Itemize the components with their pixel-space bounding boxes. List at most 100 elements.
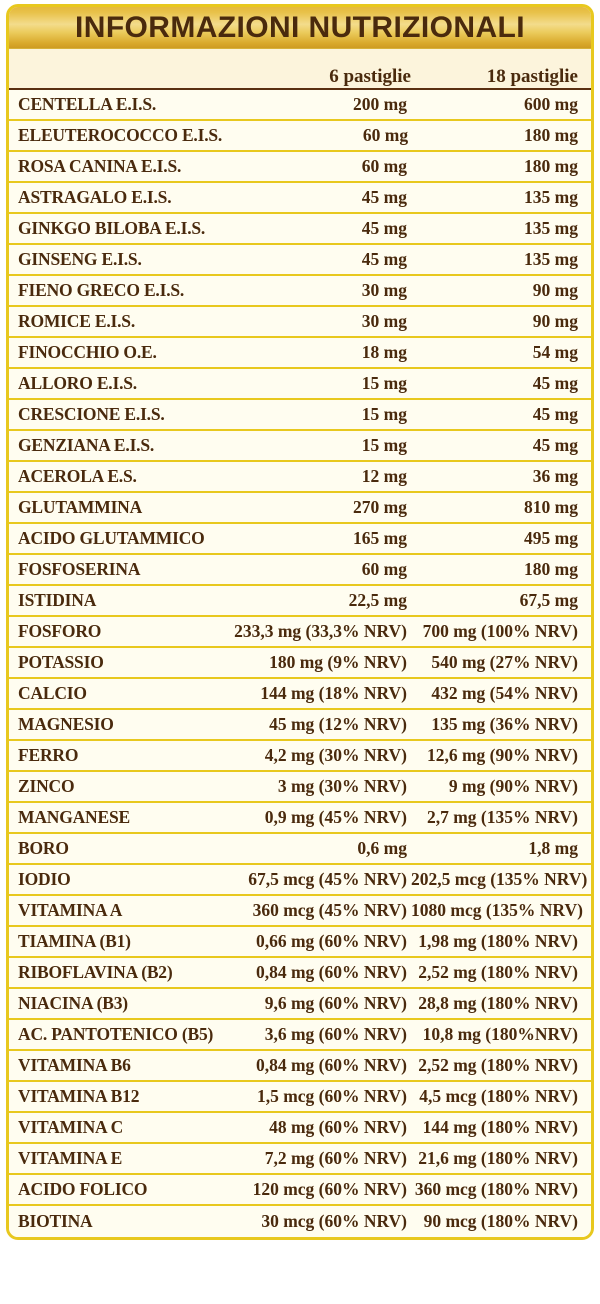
- column-header-dose-18: 18 pastiglie: [432, 67, 591, 87]
- panel-title-bar: INFORMAZIONI NUTRIZIONALI: [9, 7, 591, 49]
- nutrient-name: ACEROLA E.S.: [18, 465, 137, 486]
- nutrient-amount-6: 60 mg: [361, 155, 407, 176]
- nutrient-amount-18: 360 mcg (180% NRV): [414, 1178, 578, 1199]
- nutrient-name: VITAMINA B12: [18, 1085, 140, 1106]
- table-row: ROMICE E.I.S. 30 mg 90 mg: [9, 307, 591, 338]
- nutrient-amount-6: 9,6 mg (60% NRV): [264, 992, 407, 1013]
- nutrient-name: FERRO: [18, 744, 79, 765]
- nutrient-name: ZINCO: [18, 775, 75, 796]
- nutrient-amount-18: 9 mg (90% NRV): [448, 775, 578, 796]
- table-row: ALLORO E.I.S. 15 mg 45 mg: [9, 369, 591, 400]
- table-row: RIBOFLAVINA (B2) 0,84 mg (60% NRV) 2,52 mg…: [9, 958, 591, 989]
- table-row: MAGNESIO 45 mg (12% NRV) 135 mg (36% NRV): [9, 710, 591, 741]
- nutrient-amount-18: 432 mg (54% NRV): [431, 682, 578, 703]
- nutrient-amount-18: 180 mg: [524, 124, 578, 145]
- table-row: FERRO 4,2 mg (30% NRV) 12,6 mg (90% NRV): [9, 741, 591, 772]
- nutrient-amount-18: 36 mg: [532, 465, 578, 486]
- column-header-dose-6-label: 6 pastiglie: [329, 66, 411, 88]
- nutrient-name: FIENO GRECO E.I.S.: [18, 279, 185, 300]
- nutrient-amount-18: 45 mg: [532, 403, 578, 424]
- nutrient-amount-6: 144 mg (18% NRV): [260, 682, 407, 703]
- table-row: ACEROLA E.S. 12 mg 36 mg: [9, 462, 591, 493]
- column-header-dose-18-label: 18 pastiglie: [486, 66, 578, 88]
- nutrient-amount-6: 0,6 mg: [357, 837, 407, 858]
- table-row: ZINCO 3 mg (30% NRV) 9 mg (90% NRV): [9, 772, 591, 803]
- table-row: GINKGO BILOBA E.I.S. 45 mg 135 mg: [9, 214, 591, 245]
- nutrient-amount-18: 144 mg (180% NRV): [422, 1116, 578, 1137]
- nutrient-amount-6: 45 mg: [361, 248, 407, 269]
- nutrient-amount-18: 21,6 mg (180% NRV): [418, 1147, 578, 1168]
- nutrient-name: VITAMINA A: [18, 899, 123, 920]
- nutrient-name: IODIO: [18, 868, 71, 889]
- nutrient-amount-6: 165 mg: [353, 527, 407, 548]
- nutrient-amount-18: 90 mg: [532, 279, 578, 300]
- nutrient-amount-6: 0,84 mg (60% NRV): [255, 961, 407, 982]
- nutrient-amount-18: 2,7 mg (135% NRV): [426, 806, 578, 827]
- table-column-header: 6 pastiglie 18 pastiglie: [9, 49, 591, 90]
- nutrient-amount-18: 135 mg (36% NRV): [431, 713, 578, 734]
- table-row: FOSFOSERINA 60 mg 180 mg: [9, 555, 591, 586]
- nutrient-amount-18: 90 mg: [532, 310, 578, 331]
- nutrient-name: ISTIDINA: [18, 589, 97, 610]
- nutrient-amount-18: 495 mg: [524, 527, 578, 548]
- nutrient-amount-6: 60 mg: [362, 124, 409, 145]
- nutrient-amount-6: 120 mcg (60% NRV): [252, 1178, 407, 1199]
- nutrient-name: ELEUTEROCOCCO E.I.S.: [18, 124, 223, 145]
- nutrient-name: MANGANESE: [18, 806, 130, 827]
- table-row: VITAMINA C 48 mg (60% NRV) 144 mg (180% NR…: [9, 1113, 591, 1144]
- table-row: ACIDO FOLICO 120 mcg (60% NRV) 360 mcg (18…: [9, 1175, 591, 1206]
- nutrient-amount-18: 90 mcg (180% NRV): [423, 1210, 578, 1231]
- nutrient-amount-18: 180 mg: [524, 155, 578, 176]
- nutrient-name: POTASSIO: [18, 651, 104, 672]
- table-row: CALCIO 144 mg (18% NRV) 432 mg (54% NRV): [9, 679, 591, 710]
- nutrient-amount-18: 135 mg: [524, 217, 578, 238]
- table-row: VITAMINA B6 0,84 mg (60% NRV) 2,52 mg (180…: [9, 1051, 591, 1082]
- table-row: FIENO GRECO E.I.S. 30 mg 90 mg: [9, 276, 591, 307]
- nutrient-amount-6: 3 mg (30% NRV): [277, 775, 407, 796]
- nutrient-name: BORO: [18, 837, 69, 858]
- nutrient-amount-18: 600 mg: [524, 93, 578, 114]
- nutrient-amount-6: 12 mg: [361, 465, 407, 486]
- table-row: GINSENG E.I.S. 45 mg 135 mg: [9, 245, 591, 276]
- nutrient-amount-18: 135 mg: [524, 248, 578, 269]
- nutrient-amount-18: 28,8 mg (180% NRV): [418, 992, 578, 1013]
- nutrient-amount-6: 30 mg: [361, 279, 407, 300]
- nutrition-facts-panel: INFORMAZIONI NUTRIZIONALI 6 pastiglie 18…: [6, 4, 594, 1240]
- nutrient-name: RIBOFLAVINA (B2): [18, 961, 173, 982]
- nutrient-name: GINSENG E.I.S.: [18, 248, 142, 269]
- nutrient-amount-6: 7,2 mg (60% NRV): [264, 1147, 407, 1168]
- nutrient-name: VITAMINA C: [18, 1116, 124, 1137]
- nutrient-name: CRESCIONE E.I.S.: [18, 403, 165, 424]
- nutrient-amount-18: 135 mg: [524, 186, 578, 207]
- nutrient-amount-6: 45 mg (12% NRV): [269, 713, 407, 734]
- nutrient-name: ROSA CANINA E.I.S.: [18, 155, 182, 176]
- nutrient-name: AC. PANTOTENICO (B5): [18, 1023, 214, 1044]
- table-row: GENZIANA E.I.S. 15 mg 45 mg: [9, 431, 591, 462]
- nutrient-amount-18: 4,5 mcg (180% NRV): [419, 1085, 578, 1106]
- page-title: INFORMAZIONI NUTRIZIONALI: [75, 10, 525, 44]
- nutrient-name: ROMICE E.I.S.: [18, 310, 136, 331]
- table-row: ISTIDINA 22,5 mg 67,5 mg: [9, 586, 591, 617]
- table-row: POTASSIO 180 mg (9% NRV) 540 mg (27% NRV): [9, 648, 591, 679]
- nutrient-name: FOSFOSERINA: [18, 558, 141, 579]
- nutrient-amount-6: 4,2 mg (30% NRV): [264, 744, 407, 765]
- nutrient-amount-6: 1,5 mcg (60% NRV): [256, 1085, 407, 1106]
- nutrient-amount-18: 180 mg: [524, 558, 578, 579]
- nutrient-amount-6: 48 mg (60% NRV): [269, 1116, 407, 1137]
- nutrient-amount-6: 15 mg: [361, 434, 407, 455]
- nutrient-amount-18: 54 mg: [532, 341, 578, 362]
- table-row: VITAMINA B12 1,5 mcg (60% NRV) 4,5 mcg (18…: [9, 1082, 591, 1113]
- nutrient-amount-18: 202,5 mcg (135% NRV): [411, 868, 588, 889]
- nutrient-amount-6: 30 mcg (60% NRV): [261, 1210, 407, 1231]
- table-row: BIOTINA 30 mcg (60% NRV) 90 mcg (180% NRV): [9, 1206, 591, 1237]
- nutrient-amount-6: 200 mg: [353, 93, 407, 114]
- nutrient-amount-18: 2,52 mg (180% NRV): [418, 1054, 578, 1075]
- nutrient-amount-6: 30 mg: [361, 310, 407, 331]
- nutrient-amount-6: 360 mcg (45% NRV): [252, 899, 407, 920]
- nutrient-amount-6: 15 mg: [361, 372, 407, 393]
- nutrient-name: GLUTAMMINA: [18, 496, 143, 517]
- nutrient-amount-6: 3,6 mg (60% NRV): [264, 1023, 407, 1044]
- nutrient-amount-6: 180 mg (9% NRV): [269, 651, 407, 672]
- table-row: MANGANESE 0,9 mg (45% NRV) 2,7 mg (135% NR…: [9, 803, 591, 834]
- table-row: ELEUTEROCOCCO E.I.S. 60 mg 180 mg: [9, 121, 591, 152]
